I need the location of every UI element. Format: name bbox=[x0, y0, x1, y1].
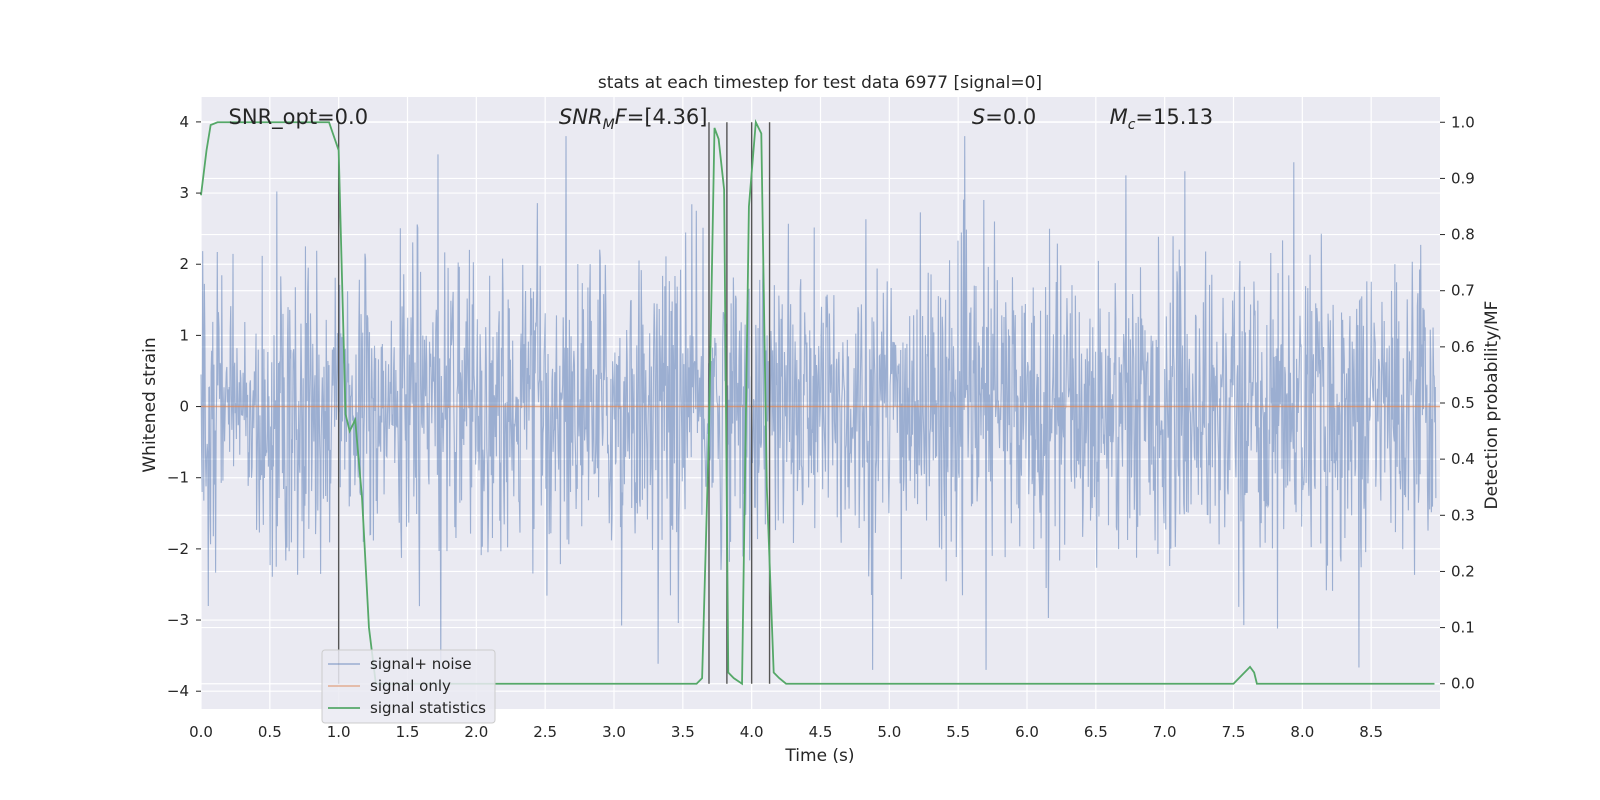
x-axis-label: Time (s) bbox=[784, 746, 854, 766]
y-tick-label: −2 bbox=[167, 540, 189, 558]
x-tick-label: 2.5 bbox=[533, 723, 557, 741]
x-tick-label: 6.0 bbox=[1015, 723, 1039, 741]
x-tick-label: 1.5 bbox=[396, 723, 420, 741]
x-tick-label: 0.5 bbox=[258, 723, 282, 741]
y-tick-label: 0 bbox=[179, 398, 189, 416]
y-right-tick-label: 0.7 bbox=[1451, 282, 1475, 300]
annotation-part: SNR_opt=0.0 bbox=[229, 105, 369, 130]
y-right-tick-label: 0.0 bbox=[1451, 675, 1475, 693]
noise-line bbox=[200, 136, 1437, 670]
y-right-axis-label: Detection probability/MF bbox=[1482, 301, 1502, 510]
x-tick-label: 4.5 bbox=[809, 723, 833, 741]
legend-label-signal-only: signal only bbox=[370, 677, 451, 695]
y-right-tick-label: 1.0 bbox=[1451, 113, 1475, 131]
annotation-part: S bbox=[972, 105, 985, 129]
x-tick-label: 7.5 bbox=[1222, 723, 1246, 741]
y-axis-label: Whitened strain bbox=[140, 337, 160, 472]
y-right-tick-label: 0.6 bbox=[1451, 338, 1475, 356]
y-right-tick-label: 0.2 bbox=[1451, 562, 1475, 580]
annotation-part: M bbox=[1110, 105, 1128, 129]
annotation-text: SNRMF=[4.36] bbox=[559, 105, 708, 133]
y-right-tick-label: 0.3 bbox=[1451, 506, 1475, 524]
x-tick-label: 7.0 bbox=[1153, 723, 1177, 741]
annotation-part: =15.13 bbox=[1135, 105, 1213, 129]
x-tick-label: 8.0 bbox=[1290, 723, 1314, 741]
y-tick-label: 3 bbox=[179, 184, 189, 202]
x-tick-label: 8.5 bbox=[1359, 723, 1383, 741]
annotation-part: c bbox=[1128, 117, 1136, 133]
chart-title: stats at each timestep for test data 697… bbox=[598, 73, 1042, 93]
x-tick-label: 0.0 bbox=[189, 723, 213, 741]
annotation-part: =[4.36] bbox=[627, 105, 708, 129]
y-right-tick-label: 0.8 bbox=[1451, 226, 1475, 244]
x-tick-label: 4.0 bbox=[740, 723, 764, 741]
y-tick-label: 1 bbox=[179, 326, 189, 344]
legend: signal+ noise signal only signal statist… bbox=[321, 649, 496, 724]
x-tick-label: 1.0 bbox=[327, 723, 351, 741]
annotation-part: SNR bbox=[559, 105, 603, 129]
annotations: SNR_opt=0.0 SNRMF=[4.36] S=0.0 Mc=15.13 bbox=[229, 105, 1214, 133]
annotation-text: Mc=15.13 bbox=[1110, 105, 1214, 133]
series-signal-statistics bbox=[200, 118, 1435, 686]
annotation-part: M bbox=[603, 117, 615, 133]
y-tick-label: −1 bbox=[167, 469, 189, 487]
axis-ticks: 0.0 0.5 1.0 1.5 2.0 2.5 3.0 3.5 4.0 4.5 5.0 5.5 6.0 6… bbox=[167, 113, 1475, 741]
x-tick-label: 2.0 bbox=[464, 723, 488, 741]
signal-statistics-line bbox=[200, 118, 1435, 686]
x-tick-label: 3.5 bbox=[671, 723, 695, 741]
y-right-tick-label: 0.1 bbox=[1451, 619, 1475, 637]
annotation-text: S=0.0 bbox=[972, 105, 1036, 129]
y-tick-label: −4 bbox=[167, 682, 189, 700]
y-tick-label: 4 bbox=[179, 113, 189, 131]
x-tick-label: 5.5 bbox=[946, 723, 970, 741]
series-signal-noise bbox=[200, 136, 1437, 670]
y-right-tick-label: 0.4 bbox=[1451, 450, 1475, 468]
annotation-part: =0.0 bbox=[985, 105, 1036, 129]
x-tick-label: 3.0 bbox=[602, 723, 626, 741]
annotation-text: SNR_opt=0.0 bbox=[229, 105, 369, 130]
x-tick-label: 5.0 bbox=[877, 723, 901, 741]
legend-label-signal-noise: signal+ noise bbox=[370, 655, 472, 673]
annotation-part: F bbox=[615, 105, 628, 129]
y-right-tick-label: 0.9 bbox=[1451, 169, 1475, 187]
y-tick-label: −3 bbox=[167, 611, 189, 629]
legend-box bbox=[321, 649, 496, 724]
legend-label-signal-statistics: signal statistics bbox=[370, 699, 486, 717]
x-tick-label: 6.5 bbox=[1084, 723, 1108, 741]
y-tick-label: 2 bbox=[179, 255, 189, 273]
y-right-tick-label: 0.5 bbox=[1451, 394, 1475, 412]
